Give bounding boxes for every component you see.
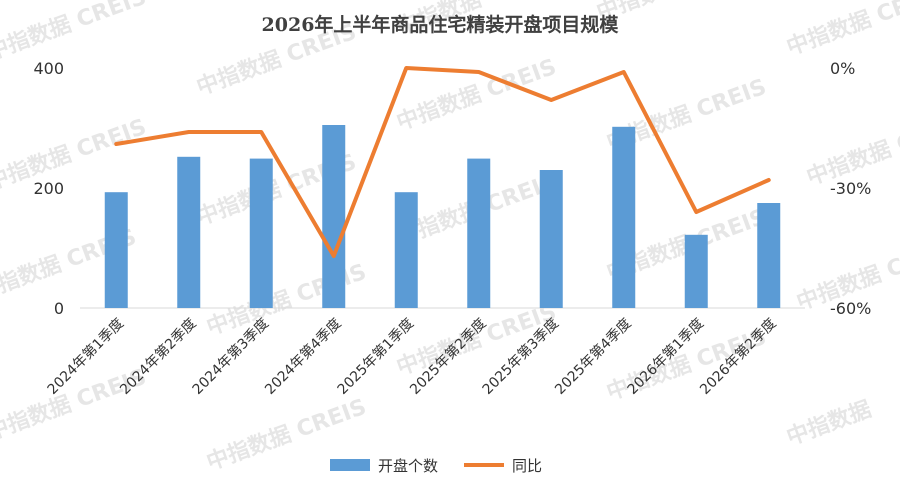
line-point xyxy=(405,67,407,69)
legend-line-label: 同比 xyxy=(512,457,542,475)
y-left-tick-label: 400 xyxy=(33,59,64,78)
line-point xyxy=(115,143,117,145)
line-point xyxy=(623,71,625,73)
bar-series xyxy=(104,125,781,308)
line-point xyxy=(550,99,552,101)
legend-bar-label: 开盘个数 xyxy=(378,457,438,475)
bar xyxy=(539,170,563,308)
y-right-tick-label: -60% xyxy=(830,299,871,318)
watermark-text: 中指数据 xyxy=(783,396,875,451)
line-point xyxy=(260,131,262,133)
bar xyxy=(467,158,491,308)
y-right-tick-label: -30% xyxy=(830,179,871,198)
y-left-tick-label: 200 xyxy=(33,179,64,198)
y-axis-left: 0 200 400 xyxy=(33,59,64,318)
line-series xyxy=(114,66,771,258)
x-tick-label: 2024年第2季度 xyxy=(116,315,199,398)
bar xyxy=(322,125,346,308)
series-line xyxy=(114,66,771,258)
x-tick-label: 2024年第4季度 xyxy=(261,315,344,398)
line-point xyxy=(768,179,770,181)
y-axis-right: -60% -30% 0% xyxy=(830,59,871,318)
bar xyxy=(177,156,201,308)
chart-title: 2026年上半年商品住宅精装开盘项目规模 xyxy=(262,13,620,36)
watermark-text: 中指数据 CREIS xyxy=(783,0,900,61)
legend-bar-swatch xyxy=(330,459,370,471)
y-right-tick-label: 0% xyxy=(830,59,855,78)
line-point xyxy=(478,71,480,73)
line-point xyxy=(695,211,697,213)
bar xyxy=(249,158,273,308)
bar xyxy=(104,192,128,308)
y-left-tick-label: 0 xyxy=(54,299,64,318)
bar xyxy=(684,234,708,308)
watermark-text: 中指数据 CREIS xyxy=(0,114,150,196)
line-point xyxy=(188,131,190,133)
legend: 开盘个数 同比 xyxy=(330,457,542,475)
bar xyxy=(612,126,636,308)
watermark-text: 中指数据 CREIS xyxy=(0,0,150,66)
bar xyxy=(757,203,781,308)
bar xyxy=(394,192,418,308)
line-point xyxy=(333,255,335,257)
